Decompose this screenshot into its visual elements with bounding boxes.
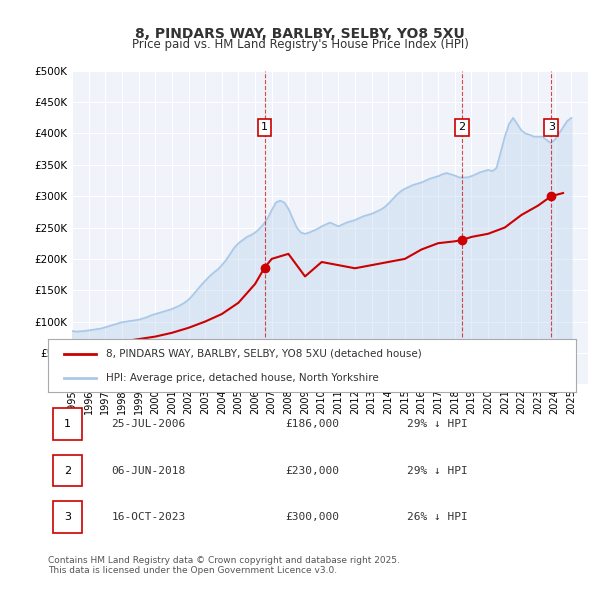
Text: 29% ↓ HPI: 29% ↓ HPI bbox=[407, 419, 468, 430]
Text: £230,000: £230,000 bbox=[286, 466, 340, 476]
Text: Contains HM Land Registry data © Crown copyright and database right 2025.
This d: Contains HM Land Registry data © Crown c… bbox=[48, 556, 400, 575]
FancyBboxPatch shape bbox=[53, 501, 82, 533]
Text: 2: 2 bbox=[458, 122, 466, 132]
Text: 25-JUL-2006: 25-JUL-2006 bbox=[112, 419, 185, 430]
Text: 8, PINDARS WAY, BARLBY, SELBY, YO8 5XU (detached house): 8, PINDARS WAY, BARLBY, SELBY, YO8 5XU (… bbox=[106, 349, 422, 359]
Text: 16-OCT-2023: 16-OCT-2023 bbox=[112, 512, 185, 522]
Text: HPI: Average price, detached house, North Yorkshire: HPI: Average price, detached house, Nort… bbox=[106, 373, 379, 383]
Text: 26% ↓ HPI: 26% ↓ HPI bbox=[407, 512, 468, 522]
Text: Price paid vs. HM Land Registry's House Price Index (HPI): Price paid vs. HM Land Registry's House … bbox=[131, 38, 469, 51]
Text: 3: 3 bbox=[548, 122, 555, 132]
Text: 8, PINDARS WAY, BARLBY, SELBY, YO8 5XU: 8, PINDARS WAY, BARLBY, SELBY, YO8 5XU bbox=[135, 27, 465, 41]
Text: 3: 3 bbox=[64, 512, 71, 522]
Text: 1: 1 bbox=[64, 419, 71, 430]
Text: £300,000: £300,000 bbox=[286, 512, 340, 522]
Text: 2: 2 bbox=[64, 466, 71, 476]
Text: 06-JUN-2018: 06-JUN-2018 bbox=[112, 466, 185, 476]
Text: £186,000: £186,000 bbox=[286, 419, 340, 430]
Text: 1: 1 bbox=[261, 122, 268, 132]
Text: 29% ↓ HPI: 29% ↓ HPI bbox=[407, 466, 468, 476]
FancyBboxPatch shape bbox=[53, 455, 82, 486]
FancyBboxPatch shape bbox=[53, 408, 82, 440]
